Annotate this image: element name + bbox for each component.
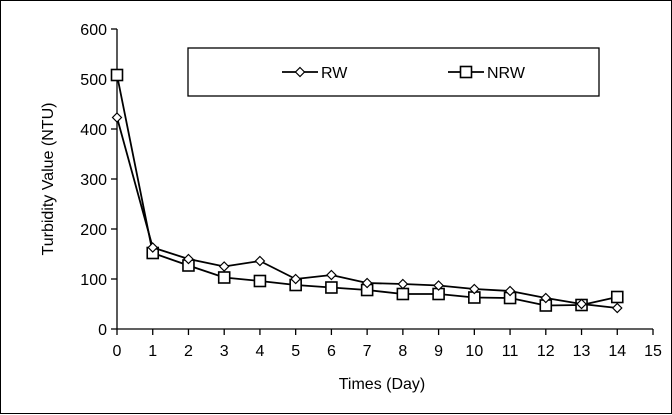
x-tick-label: 1 bbox=[148, 343, 157, 360]
x-tick-label: 4 bbox=[255, 343, 264, 360]
x-tick-label: 8 bbox=[398, 343, 407, 360]
point-rw bbox=[218, 261, 230, 272]
x-tick-label: 13 bbox=[573, 343, 591, 360]
x-tick-label: 9 bbox=[434, 343, 443, 360]
point-rw bbox=[254, 255, 266, 267]
x-tick-label: 3 bbox=[220, 343, 229, 360]
x-tick-label: 15 bbox=[644, 343, 662, 360]
y-tick-label: 200 bbox=[80, 222, 107, 239]
legend-label-rw: RW bbox=[321, 65, 348, 82]
point-nrw bbox=[396, 287, 410, 301]
legend-marker-rw bbox=[294, 66, 306, 78]
point-rw bbox=[397, 278, 409, 290]
x-tick-label: 12 bbox=[537, 343, 555, 360]
series-nrw bbox=[110, 68, 624, 312]
y-axis: 0 100 200 300 400 500 600 bbox=[80, 22, 118, 339]
x-tick-label: 7 bbox=[363, 343, 372, 360]
y-tick-label: 400 bbox=[80, 122, 107, 139]
legend-item-rw: RW bbox=[282, 65, 348, 82]
point-rw bbox=[183, 253, 194, 265]
point-nrw bbox=[610, 290, 624, 304]
x-tick-label: 5 bbox=[291, 343, 300, 360]
point-rw bbox=[111, 112, 123, 123]
y-tick-label: 0 bbox=[98, 322, 107, 339]
legend-label-nrw: NRW bbox=[487, 65, 526, 82]
point-rw bbox=[468, 283, 480, 295]
y-tick-label: 600 bbox=[80, 22, 107, 39]
x-tick-label: 0 bbox=[113, 343, 122, 360]
point-rw bbox=[326, 269, 337, 281]
legend: RW NRW bbox=[187, 47, 600, 97]
point-rw bbox=[576, 298, 587, 310]
x-tick-label: 2 bbox=[184, 343, 193, 360]
legend-marker-nrw bbox=[459, 65, 473, 79]
x-tick-label: 10 bbox=[465, 343, 483, 360]
point-rw bbox=[361, 277, 373, 289]
point-rw bbox=[147, 242, 159, 253]
point-rw bbox=[540, 292, 552, 304]
point-nrw bbox=[253, 274, 267, 288]
point-rw bbox=[290, 273, 302, 285]
point-nrw bbox=[217, 271, 231, 284]
x-axis-title: Times (Day) bbox=[339, 376, 426, 393]
series-group bbox=[110, 68, 624, 314]
x-axis: 0 1 2 3 4 5 6 7 8 9 10 11 12 13 14 15 bbox=[113, 328, 662, 360]
legend-item-nrw: NRW bbox=[448, 65, 526, 82]
series-rw bbox=[111, 112, 623, 314]
point-nrw bbox=[110, 68, 124, 82]
y-axis-title: Turbidity Value (NTU) bbox=[40, 103, 57, 256]
x-tick-label: 14 bbox=[608, 343, 626, 360]
y-tick-label: 500 bbox=[80, 72, 107, 89]
x-tick-label: 11 bbox=[502, 343, 519, 360]
y-tick-label: 100 bbox=[80, 272, 107, 289]
point-nrw bbox=[325, 281, 338, 294]
legend-box bbox=[187, 47, 600, 97]
point-rw bbox=[433, 280, 444, 291]
point-rw bbox=[611, 302, 623, 314]
point-rw bbox=[504, 285, 516, 297]
y-tick-label: 300 bbox=[80, 172, 107, 189]
x-tick-label: 6 bbox=[327, 343, 336, 360]
